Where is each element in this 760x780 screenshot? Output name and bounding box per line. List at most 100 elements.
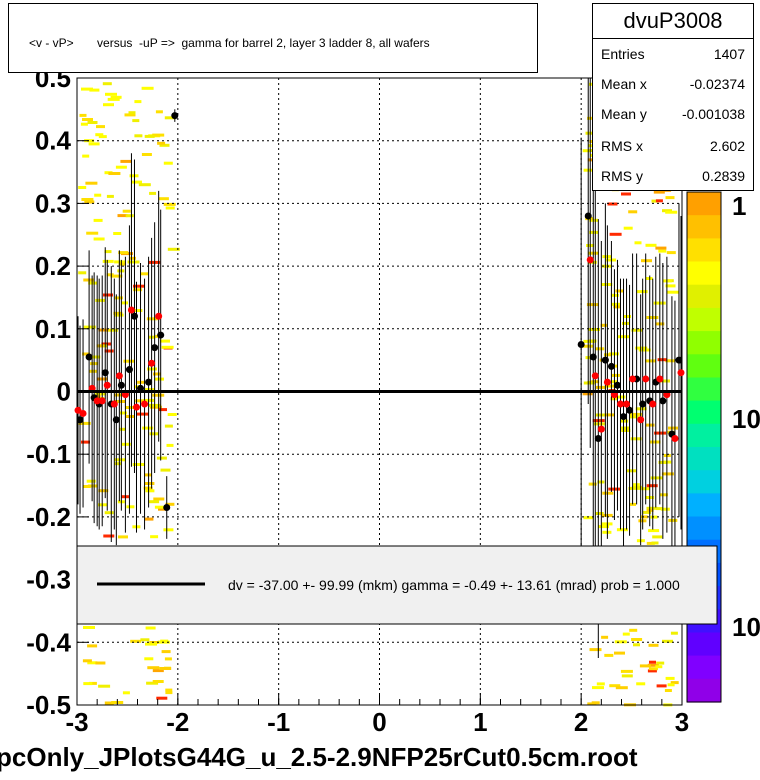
heatmap-cell <box>164 116 176 120</box>
heatmap-cell <box>155 110 163 114</box>
heatmap-cell <box>664 689 672 692</box>
red-data-point <box>642 375 650 383</box>
heatmap-cell <box>140 638 150 642</box>
heatmap-cell <box>646 541 655 545</box>
heatmap-cell <box>662 639 673 643</box>
heatmap-cell <box>622 321 629 325</box>
heatmap-cell <box>144 517 154 521</box>
heatmap-cell <box>160 339 170 343</box>
heatmap-cell <box>103 103 114 107</box>
heatmap-cell <box>629 628 638 632</box>
red-data-point <box>132 403 140 411</box>
heatmap-cell <box>161 650 171 654</box>
heatmap-cell <box>648 667 658 671</box>
heatmap-cell <box>104 701 114 705</box>
heatmap-cell <box>159 667 172 670</box>
heatmap-cell <box>130 639 142 643</box>
heatmap-cell <box>633 643 640 647</box>
heatmap-cell <box>133 284 145 288</box>
heatmap-cell <box>119 411 127 415</box>
heatmap-cell <box>164 424 173 428</box>
heatmap-cell <box>602 264 612 268</box>
heatmap-cell <box>93 218 103 222</box>
heatmap-cell <box>656 684 667 688</box>
heatmap-cell <box>655 507 663 511</box>
heatmap-cell <box>159 408 167 412</box>
heatmap-cell <box>159 143 170 147</box>
black-data-point <box>85 353 93 361</box>
color-scale-bar: 1 10 10 <box>686 191 760 703</box>
heatmap-cell <box>144 388 155 392</box>
heatmap-cell <box>138 183 151 187</box>
heatmap-cell <box>87 484 98 488</box>
stats-divider <box>593 38 753 39</box>
stat-value: 1407 <box>713 46 745 62</box>
heatmap-cell <box>145 626 156 630</box>
red-data-point <box>597 425 605 433</box>
color-scale-label: 10 <box>732 404 760 434</box>
heatmap-cell <box>153 497 165 501</box>
heatmap-cell <box>598 525 610 529</box>
heatmap-cell <box>621 674 633 678</box>
heatmap-cell <box>117 269 125 273</box>
heatmap-cell <box>141 153 152 156</box>
stat-row-rms-x: RMS x 2.602 <box>601 138 745 156</box>
heatmap-cell <box>665 284 676 288</box>
heatmap-cell <box>110 95 122 99</box>
color-scale-cell <box>687 632 721 657</box>
heatmap-cell <box>165 206 175 210</box>
heatmap-cell <box>621 429 631 432</box>
heatmap-cell <box>600 323 608 327</box>
heatmap-cell <box>82 659 92 663</box>
stat-label: RMS y <box>601 168 643 184</box>
heatmap-cell <box>630 412 642 416</box>
file-name-footer: pcOnly_JPlotsG44G_u_2.5-2.9NFP25rCut0.5c… <box>0 742 638 772</box>
color-scale-cell <box>687 678 721 703</box>
heatmap-cell <box>589 218 599 222</box>
stats-histogram-name: dvuP3008 <box>623 8 723 33</box>
heatmap-cell <box>158 197 169 201</box>
heatmap-cell <box>647 663 659 667</box>
black-data-point <box>607 362 615 370</box>
heatmap-cell <box>90 355 101 359</box>
heatmap-cell <box>640 515 648 519</box>
heatmap-cell <box>163 161 173 165</box>
heatmap-cell <box>615 686 628 690</box>
heatmap-cell <box>95 392 107 396</box>
heatmap-cell <box>648 643 659 647</box>
heatmap-cell <box>611 373 620 377</box>
heatmap-cell <box>604 413 615 417</box>
heatmap-cell <box>592 686 604 690</box>
heatmap-cell <box>668 518 678 522</box>
color-scale-cell <box>687 354 721 379</box>
red-data-point <box>155 312 163 320</box>
heatmap-cell <box>657 358 667 362</box>
heatmap-cell <box>125 214 134 218</box>
heatmap-cell <box>147 666 160 670</box>
color-scale-cell <box>687 215 721 239</box>
title-box: <v - vP> versus -uP => gamma for barrel … <box>8 3 538 73</box>
heatmap-cell <box>589 648 602 652</box>
heatmap-cell <box>146 681 159 685</box>
x-axis-tick-label: -3 <box>65 707 88 737</box>
heatmap-cell <box>638 348 651 352</box>
heatmap-cell <box>635 346 648 350</box>
heatmap-cell <box>629 502 636 506</box>
color-scale-cell <box>687 307 721 332</box>
heatmap-cell <box>588 482 597 486</box>
heatmap-cell <box>645 359 656 363</box>
heatmap-cell <box>164 657 172 661</box>
heatmap-cell <box>82 154 90 158</box>
black-data-point <box>613 381 621 389</box>
stat-label: RMS x <box>601 138 643 154</box>
heatmap-cell <box>98 135 107 139</box>
red-data-point <box>637 416 645 424</box>
heatmap-cell <box>608 352 619 356</box>
heatmap-cell <box>94 193 102 197</box>
heatmap-cell <box>122 691 130 695</box>
heatmap-cell <box>622 632 630 636</box>
red-data-point <box>93 397 101 405</box>
heatmap-cell <box>114 393 123 397</box>
heatmap-cell <box>593 422 605 426</box>
heatmap-cell <box>146 317 158 321</box>
